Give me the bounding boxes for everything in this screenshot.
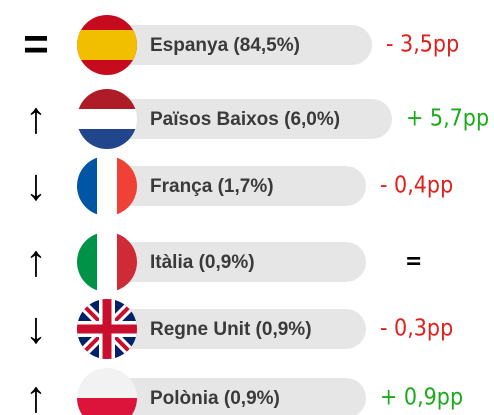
country-row: ↓ França (1,7%) - 0,4pp [25, 156, 453, 216]
label-pill [80, 166, 366, 206]
country-row: ↑ Països Baixos (6,0%) + 5,7pp [25, 89, 489, 149]
flag [77, 89, 137, 149]
label-pill [80, 25, 372, 65]
change-label: = [405, 249, 422, 275]
change-label: - 3,5pp [386, 32, 459, 58]
trend-symbol: ↑ [25, 94, 47, 143]
country-label: França (1,7%) [150, 176, 274, 197]
label-pill [80, 242, 366, 282]
flag [77, 15, 137, 75]
label-pill [80, 378, 366, 415]
label-pill [80, 309, 366, 349]
change-label: + 0,9pp [380, 385, 463, 411]
trend-symbol: ↑ [25, 237, 47, 286]
trend-symbol: ↓ [25, 304, 47, 353]
change-label: + 5,7pp [406, 106, 489, 132]
country-row: ↑ Polònia (0,9%) + 0,9pp [25, 368, 463, 415]
country-label: Espanya (84,5%) [150, 35, 300, 56]
trend-symbol: = [23, 20, 49, 69]
country-row: = Espanya (84,5%) - 3,5pp [23, 15, 459, 75]
country-label: Països Baixos (6,0%) [150, 109, 340, 130]
change-label: - 0,3pp [380, 316, 453, 342]
label-pill [80, 99, 392, 139]
change-label: - 0,4pp [380, 173, 453, 199]
trend-symbol: ↓ [25, 161, 47, 210]
country-label: Itàlia (0,9%) [150, 252, 255, 273]
country-label: Regne Unit (0,9%) [150, 319, 312, 340]
trend-symbol: ↑ [25, 373, 47, 415]
flag [77, 156, 137, 216]
flag [77, 299, 137, 359]
country-row: ↑ Itàlia (0,9%) = [25, 232, 422, 292]
flag [77, 232, 137, 292]
flag [77, 368, 137, 415]
country-label: Polònia (0,9%) [150, 388, 280, 409]
country-row: ↓ Regne Unit (0,9%) - 0,3pp [25, 299, 453, 359]
